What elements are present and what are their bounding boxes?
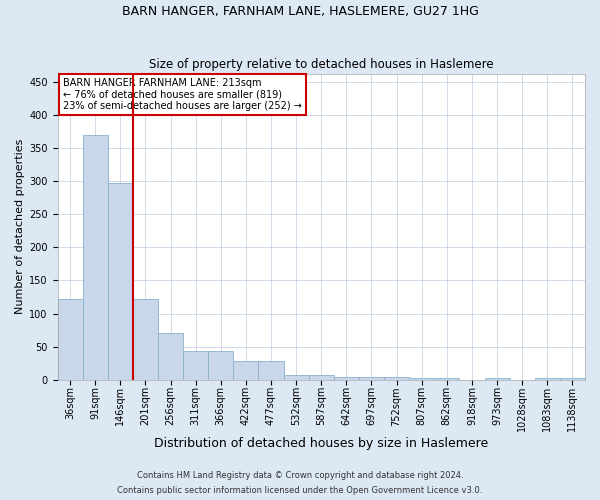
- Bar: [259, 362, 284, 380]
- Bar: [284, 374, 308, 380]
- Bar: [58, 299, 83, 380]
- Text: BARN HANGER FARNHAM LANE: 213sqm
← 76% of detached houses are smaller (819)
23% : BARN HANGER FARNHAM LANE: 213sqm ← 76% o…: [63, 78, 302, 112]
- Title: Size of property relative to detached houses in Haslemere: Size of property relative to detached ho…: [149, 58, 494, 71]
- Bar: [359, 376, 384, 380]
- Text: Contains HM Land Registry data © Crown copyright and database right 2024.: Contains HM Land Registry data © Crown c…: [137, 471, 463, 480]
- Bar: [334, 376, 359, 380]
- Bar: [308, 374, 334, 380]
- Bar: [183, 350, 208, 380]
- Bar: [158, 334, 183, 380]
- X-axis label: Distribution of detached houses by size in Haslemere: Distribution of detached houses by size …: [154, 437, 488, 450]
- Bar: [233, 362, 259, 380]
- Bar: [384, 376, 409, 380]
- Text: BARN HANGER, FARNHAM LANE, HASLEMERE, GU27 1HG: BARN HANGER, FARNHAM LANE, HASLEMERE, GU…: [122, 5, 478, 18]
- Bar: [535, 378, 560, 380]
- Bar: [409, 378, 434, 380]
- Bar: [485, 378, 509, 380]
- Bar: [108, 183, 133, 380]
- Bar: [208, 350, 233, 380]
- Bar: [434, 378, 460, 380]
- Bar: [560, 378, 585, 380]
- Bar: [133, 299, 158, 380]
- Text: Contains public sector information licensed under the Open Government Licence v3: Contains public sector information licen…: [118, 486, 482, 495]
- Y-axis label: Number of detached properties: Number of detached properties: [15, 139, 25, 314]
- Bar: [83, 134, 108, 380]
